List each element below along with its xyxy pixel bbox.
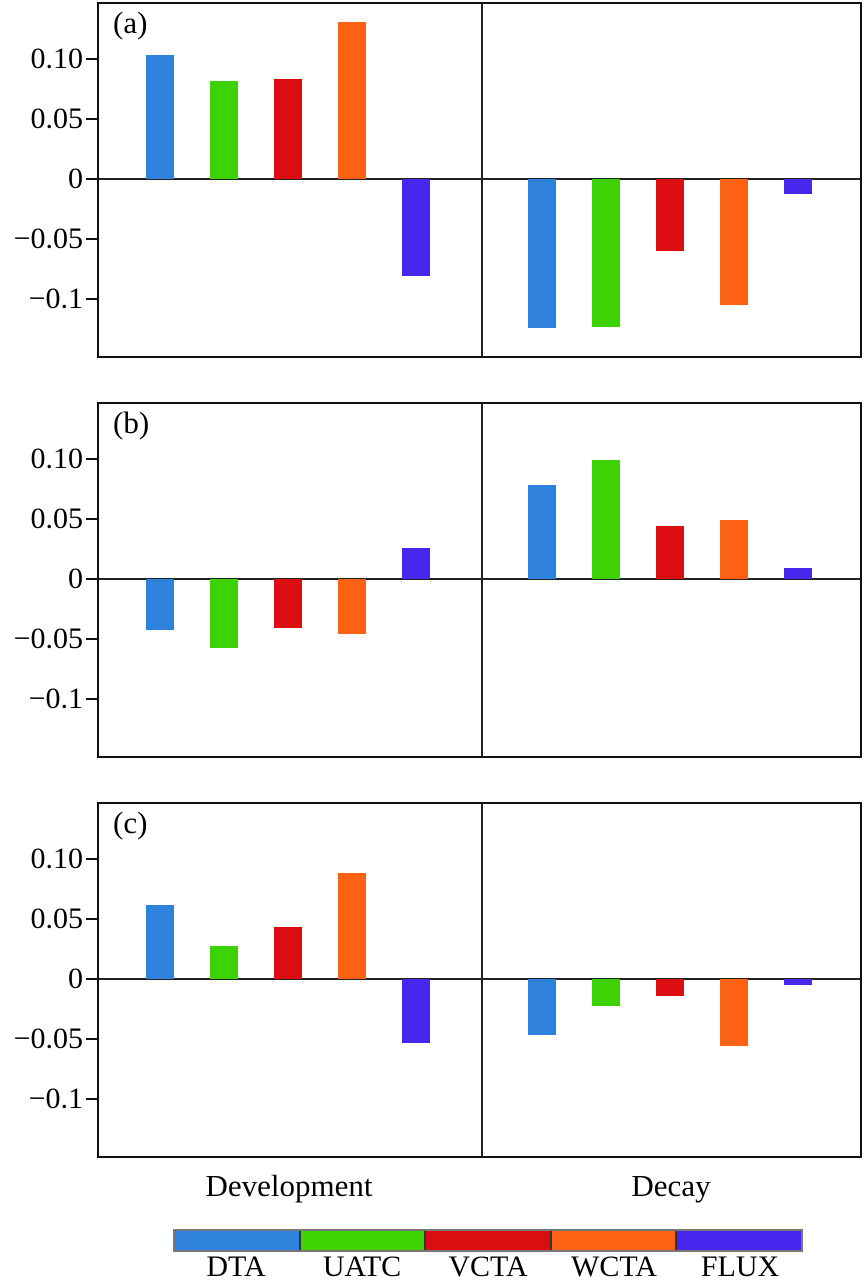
panel-a: (a) 0.10 0.05 0 −0.05 −0.1 (14, 2, 862, 358)
bar-flux-development (402, 178, 430, 276)
legend-label-vcta: VCTA (448, 1250, 528, 1283)
y-axis-tick-label: 0.10 (30, 442, 84, 476)
category-divider-line (481, 404, 483, 756)
bar-wcta-development (338, 21, 366, 179)
y-axis-tick-mark (86, 637, 97, 640)
legend-label-uatc: UATC (322, 1250, 402, 1283)
y-axis-tick-label: −0.05 (13, 621, 83, 655)
legend-swatch-vcta (426, 1231, 552, 1250)
y-axis-tick-label: 0.05 (30, 901, 84, 935)
bar-vcta-decay (656, 178, 684, 251)
bar-vcta-decay (656, 526, 684, 579)
y-axis-tick-label: 0 (68, 561, 83, 595)
y-axis-tick-mark (86, 577, 97, 580)
category-divider-line (481, 4, 483, 356)
panel-b-label: (b) (113, 405, 150, 440)
y-axis-tick-label: 0.10 (30, 842, 84, 876)
zero-line (99, 977, 860, 980)
zero-line (99, 577, 860, 580)
legend-label-flux: FLUX (700, 1250, 780, 1283)
y-axis-tick-mark (86, 177, 97, 180)
y-axis-tick-label: 0.05 (30, 501, 84, 535)
bar-flux-decay (784, 568, 812, 579)
y-axis-tick-mark (86, 917, 97, 920)
bar-uatc-development (210, 578, 238, 649)
bar-wcta-decay (720, 520, 748, 579)
bar-dta-decay (528, 485, 556, 579)
bar-uatc-decay (592, 460, 620, 579)
y-axis-tick-label: 0.10 (30, 42, 84, 76)
panel-c-label: (c) (113, 805, 148, 840)
y-axis-tick-label: −0.1 (28, 681, 83, 715)
panel-b: (b) 0.10 0.05 0 −0.05 −0.1 (14, 402, 862, 758)
y-axis-tick-mark (86, 517, 97, 520)
bar-wcta-development (338, 873, 366, 979)
y-axis-tick-mark (86, 297, 97, 300)
bar-flux-development (402, 547, 430, 579)
x-axis-label-development: Development (205, 1168, 373, 1203)
y-axis-tick-mark (86, 1037, 97, 1040)
bar-wcta-decay (720, 978, 748, 1046)
bar-uatc-decay (592, 978, 620, 1007)
legend-label-wcta: WCTA (571, 1250, 657, 1283)
y-axis-tick-mark (86, 1097, 97, 1100)
bar-uatc-decay (592, 178, 620, 328)
bar-uatc-development (210, 946, 238, 979)
bar-wcta-development (338, 578, 366, 634)
y-axis-tick-mark (86, 458, 97, 461)
bar-flux-decay (784, 978, 812, 985)
y-axis-tick-label: 0.05 (30, 101, 84, 135)
y-axis-tick-label: −0.05 (13, 221, 83, 255)
y-axis-tick-label: −0.05 (13, 1021, 83, 1055)
y-axis-tick-label: 0 (68, 161, 83, 195)
y-axis-tick-mark (86, 117, 97, 120)
bar-dta-decay (528, 178, 556, 329)
bar-vcta-development (274, 578, 302, 628)
bar-vcta-decay (656, 978, 684, 996)
bar-vcta-development (274, 79, 302, 179)
y-axis-tick-label: −0.1 (28, 1081, 83, 1115)
bar-uatc-development (210, 80, 238, 179)
bar-dta-development (146, 904, 174, 979)
bar-dta-development (146, 578, 174, 631)
bar-wcta-decay (720, 178, 748, 305)
legend-swatch-dta (175, 1231, 301, 1250)
legend-swatch-uatc (300, 1231, 427, 1250)
y-axis-tick-label: −0.1 (28, 281, 83, 315)
y-axis-tick-mark (86, 977, 97, 980)
zero-line (99, 177, 860, 180)
x-axis-label-decay: Decay (631, 1168, 711, 1203)
y-axis-tick-label: 0 (68, 961, 83, 995)
legend-label-dta: DTA (206, 1250, 266, 1283)
legend (173, 1229, 803, 1252)
bar-dta-development (146, 55, 174, 179)
bar-flux-decay (784, 178, 812, 195)
panel-a-label: (a) (113, 5, 148, 40)
panel-c: (c) 0.10 0.05 0 −0.05 −0.1 (14, 802, 862, 1158)
bar-vcta-development (274, 927, 302, 979)
y-axis-tick-mark (86, 237, 97, 240)
bar-dta-decay (528, 978, 556, 1036)
category-divider-line (481, 804, 483, 1156)
y-axis-tick-mark (86, 58, 97, 61)
legend-swatch-flux (677, 1231, 801, 1250)
y-axis-tick-mark (86, 697, 97, 700)
y-axis-tick-mark (86, 858, 97, 861)
bar-flux-development (402, 978, 430, 1044)
legend-swatch-wcta (551, 1231, 678, 1250)
